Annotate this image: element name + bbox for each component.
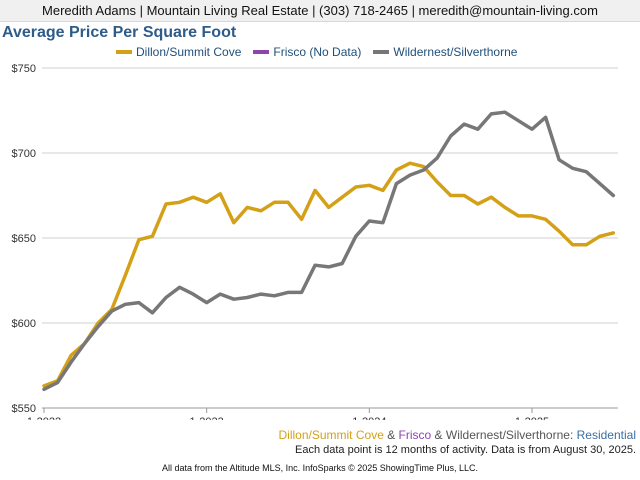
y-tick-label-4: $750	[12, 63, 36, 75]
caption-dillon: Dillon/Summit Cove	[278, 428, 384, 442]
legend-label-dillon: Dillon/Summit Cove	[136, 45, 242, 59]
y-tick-label-2: $650	[12, 233, 36, 245]
legend-item-frisco[interactable]: Frisco (No Data)	[253, 45, 361, 59]
x-tick-label-3: 1-2025	[515, 416, 549, 420]
legend-label-wilderness: Wildernest/Silverthorne	[393, 45, 518, 59]
caption-amp-2: &	[431, 428, 446, 442]
caption-wilderness: Wildernest/Silverthorne	[445, 428, 570, 442]
legend-item-dillon[interactable]: Dillon/Summit Cove	[116, 45, 241, 59]
chart-caption: Dillon/Summit Cove & Frisco & Wildernest…	[279, 428, 637, 442]
caption-residential: Residential	[576, 428, 636, 442]
series-line-0	[42, 161, 616, 388]
x-tick-label-1: 1-2023	[190, 416, 224, 420]
legend-item-wilderness[interactable]: Wildernest/Silverthorne	[373, 45, 517, 59]
line-chart: $550 $600 $650 $700 $750 1-2022 1-2023 1-2024 1-…	[12, 63, 618, 420]
data-note: Each data point is 12 months of activity…	[295, 444, 636, 456]
y-tick-label-1: $600	[12, 318, 36, 330]
y-tick-label-0: $550	[12, 403, 36, 415]
series-line-2	[42, 110, 616, 392]
legend-swatch-dillon	[116, 50, 132, 54]
legend-swatch-frisco	[253, 50, 270, 54]
chart-legend: Dillon/Summit Cove Frisco (No Data) Wild…	[116, 45, 529, 59]
legend-swatch-wilderness	[373, 50, 390, 54]
contact-header: Meredith Adams | Mountain Living Real Es…	[0, 0, 640, 22]
legend-label-frisco: Frisco (No Data)	[273, 45, 362, 59]
footer-credit: All data from the Altitude MLS, Inc. Inf…	[162, 463, 478, 473]
x-tick-label-0: 1-2022	[27, 416, 61, 420]
caption-colon: :	[569, 428, 577, 442]
x-tick-label-2: 1-2024	[352, 416, 386, 420]
caption-frisco: Frisco	[398, 428, 432, 442]
y-tick-label-3: $700	[12, 148, 36, 160]
caption-amp-1: &	[383, 428, 399, 442]
chart-title: Average Price Per Square Foot	[2, 24, 237, 41]
